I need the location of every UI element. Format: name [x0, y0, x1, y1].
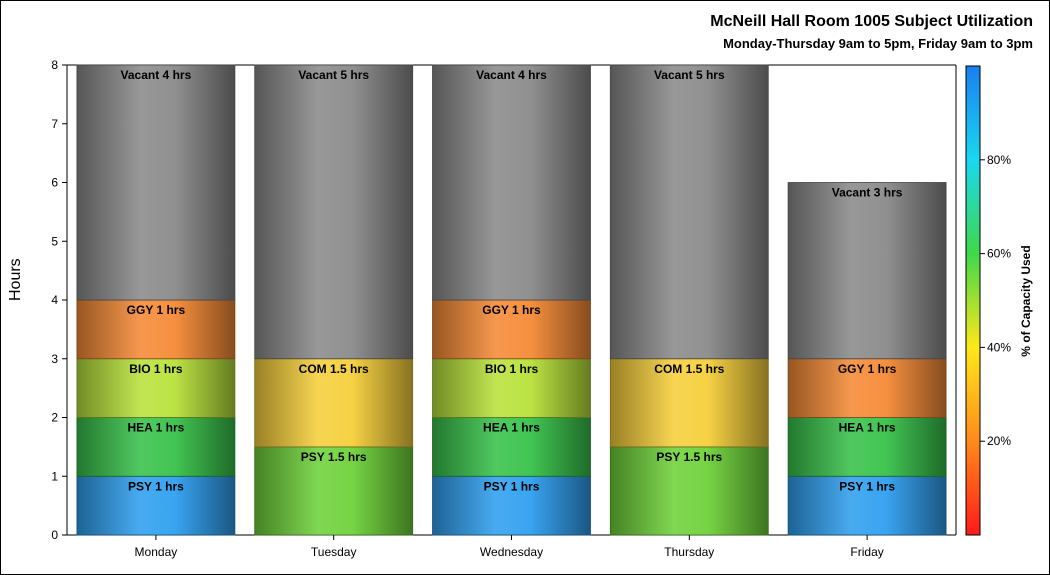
segment-label: COM 1.5 hrs [654, 362, 724, 376]
bar-segment-bio[interactable] [432, 358, 591, 418]
segment-label: PSY 1.5 hrs [301, 450, 367, 464]
bar-segment-hea[interactable] [432, 417, 591, 477]
segment-label: Vacant 4 hrs [121, 68, 192, 82]
bar-segment-psy[interactable] [609, 446, 769, 536]
y-tick-label: 2 [51, 411, 58, 425]
bar-segment-psy[interactable] [254, 446, 414, 536]
colorbar [965, 65, 981, 536]
x-tick-label: Monday [135, 545, 178, 559]
chart-title: McNeill Hall Room 1005 Subject Utilizati… [710, 13, 1033, 30]
colorbar-tick-label: 20% [987, 434, 1011, 448]
segment-label: PSY 1.5 hrs [656, 450, 722, 464]
bar-segment-ggy[interactable] [76, 299, 236, 360]
y-tick-label: 4 [51, 293, 58, 307]
segment-label: Vacant 5 hrs [654, 68, 725, 82]
bar-segment-com[interactable] [609, 358, 769, 448]
segment-label: PSY 1 hrs [484, 479, 540, 493]
segment-label: PSY 1 hrs [128, 479, 184, 493]
bar-segment-psy[interactable] [787, 475, 947, 536]
segment-label: PSY 1 hrs [839, 479, 895, 493]
x-tick-label: Wednesday [480, 545, 543, 559]
segment-label: Vacant 5 hrs [298, 68, 369, 82]
bar-segment-hea[interactable] [76, 417, 236, 477]
y-tick-label: 6 [51, 176, 58, 190]
y-tick-label: 0 [51, 528, 58, 542]
x-tick-label: Tuesday [311, 545, 357, 559]
colorbar-tick-label: 80% [987, 153, 1011, 167]
segment-label: GGY 1 hrs [838, 362, 897, 376]
segment-label: BIO 1 hrs [129, 362, 183, 376]
bar-segment-ggy[interactable] [432, 299, 591, 360]
segment-label: HEA 1 hrs [839, 421, 896, 435]
y-tick-label: 5 [51, 234, 58, 248]
y-tick-label: 7 [51, 117, 58, 131]
bar-segment-hea[interactable] [787, 417, 947, 477]
bar-segment-bio[interactable] [76, 358, 236, 418]
bar-segment-vacant[interactable] [609, 64, 769, 360]
bar-segment-vacant[interactable] [254, 64, 414, 360]
segment-label: GGY 1 hrs [482, 303, 541, 317]
y-tick-label: 3 [51, 352, 58, 366]
segment-label: HEA 1 hrs [127, 421, 184, 435]
colorbar-tick-label: 60% [987, 247, 1011, 261]
colorbar-tick-label: 40% [987, 340, 1011, 354]
chart-subtitle: Monday-Thursday 9am to 5pm, Friday 9am t… [723, 36, 1033, 51]
bar-segment-ggy[interactable] [787, 358, 947, 418]
y-tick-label: 8 [51, 58, 58, 72]
segment-label: COM 1.5 hrs [299, 362, 369, 376]
bar-segment-vacant[interactable] [432, 64, 591, 301]
bar-segment-vacant[interactable] [787, 182, 947, 360]
x-tick-label: Friday [850, 545, 883, 559]
segment-label: BIO 1 hrs [485, 362, 539, 376]
segment-label: Vacant 4 hrs [476, 68, 547, 82]
y-axis-label: Hours [7, 258, 24, 301]
x-tick-label: Thursday [664, 545, 714, 559]
bar-segment-vacant[interactable] [76, 64, 236, 301]
y-tick-label: 1 [51, 469, 58, 483]
segment-label: Vacant 3 hrs [832, 186, 903, 200]
bar-segment-com[interactable] [254, 358, 414, 448]
segment-label: HEA 1 hrs [483, 421, 540, 435]
bar-segment-psy[interactable] [76, 475, 236, 536]
segment-label: GGY 1 hrs [127, 303, 186, 317]
colorbar-label: % of Capacity Used [1019, 245, 1033, 357]
